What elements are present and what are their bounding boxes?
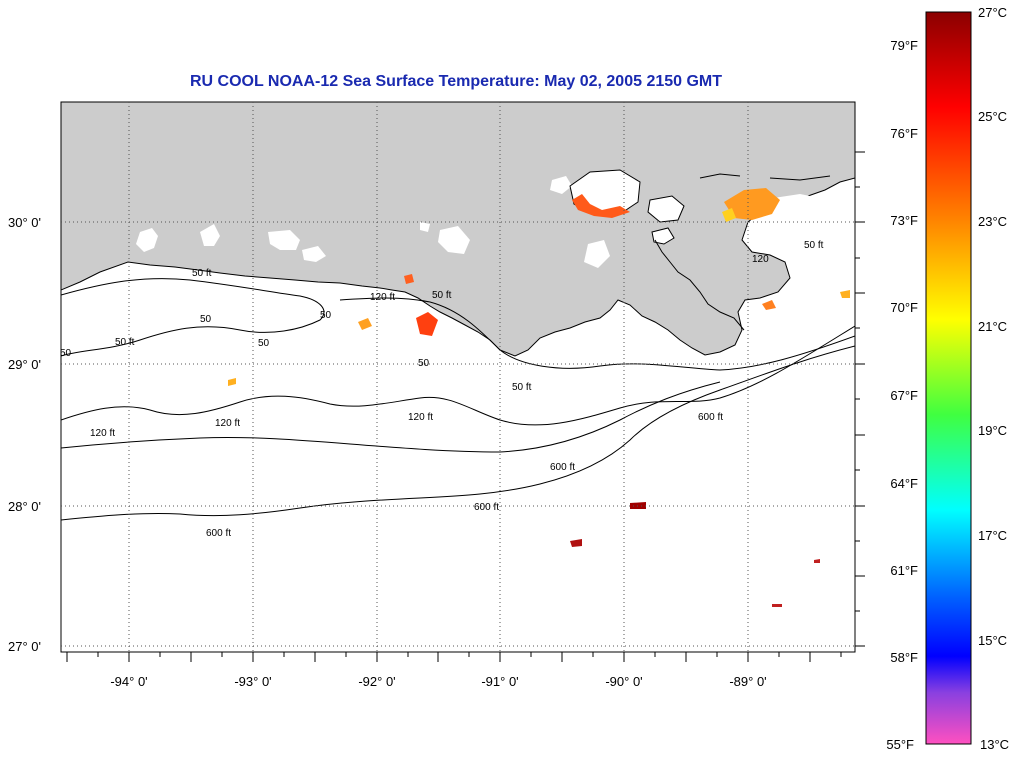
grid-lines bbox=[61, 102, 855, 652]
sst-patch-deep-4 bbox=[772, 604, 782, 607]
contour-50ft-b bbox=[339, 297, 855, 371]
f-label-61: 61°F bbox=[890, 563, 918, 578]
contour-label-50-1: 50 bbox=[200, 314, 212, 325]
f-label-79: 79°F bbox=[890, 38, 918, 53]
contour-label-600ft-1: 600 ft bbox=[550, 462, 575, 473]
sst-patch-east-2 bbox=[722, 208, 736, 222]
sst-patch-deep-2 bbox=[570, 539, 582, 547]
lat-label-30: 30° 0' bbox=[8, 215, 41, 230]
contour-label-50ft-2: 50 ft bbox=[115, 337, 135, 348]
contour-50ft bbox=[61, 278, 325, 357]
lake-borgne bbox=[647, 195, 685, 223]
c-label-21: 21°C bbox=[978, 319, 1007, 334]
contour-label-600ft-4: 600 ft bbox=[698, 412, 723, 423]
lake-small-1 bbox=[200, 224, 220, 246]
lake-grand bbox=[268, 230, 300, 250]
lat-label-29: 29° 0' bbox=[8, 357, 41, 372]
f-label-64: 64°F bbox=[890, 476, 918, 491]
colorbar-fahrenheit-labels: 79°F 76°F 73°F 70°F 67°F 64°F 61°F 58°F … bbox=[886, 38, 918, 752]
sst-patch-small-2 bbox=[228, 378, 236, 386]
c-label-15: 15°C bbox=[978, 633, 1007, 648]
sst-patch-coast bbox=[416, 312, 438, 336]
colorbar-scale bbox=[925, 11, 972, 745]
c-label-17: 17°C bbox=[978, 528, 1007, 543]
sst-patch-pontchartrain bbox=[572, 194, 630, 218]
contour-label-50-5: 50 bbox=[60, 348, 72, 359]
contour-label-120ft-1: 120 ft bbox=[370, 292, 395, 303]
lat-label-27: 27° 0' bbox=[8, 639, 41, 654]
f-label-67: 67°F bbox=[890, 388, 918, 403]
bottom-tick-marks bbox=[66, 652, 842, 662]
sst-patch-deep-3 bbox=[814, 559, 820, 563]
lon-label-93: -93° 0' bbox=[234, 674, 271, 689]
colorbar-celsius-labels: 27°C 25°C 23°C 21°C 19°C 17°C 15°C 13°C bbox=[978, 5, 1009, 752]
f-label-58: 58°F bbox=[890, 650, 918, 665]
lake-calcasieu bbox=[136, 228, 158, 252]
contour-label-600ft-2: 600 ft bbox=[474, 502, 499, 513]
contour-label-50ft-4: 50 ft bbox=[512, 382, 532, 393]
c-label-25: 25°C bbox=[978, 109, 1007, 124]
contour-label-50ft-5: 50 ft bbox=[804, 240, 824, 251]
lon-label-90: -90° 0' bbox=[605, 674, 642, 689]
map-title: RU COOL NOAA-12 Sea Surface Temperature:… bbox=[190, 73, 722, 90]
barrier-islands bbox=[699, 173, 831, 181]
f-label-76: 76°F bbox=[890, 126, 918, 141]
lake-breton bbox=[651, 227, 675, 245]
contour-label-50-4: 50 bbox=[418, 358, 430, 369]
lake-small-2 bbox=[420, 222, 430, 232]
sst-patch-edge bbox=[840, 290, 850, 298]
contour-label-50ft-3: 50 ft bbox=[432, 290, 452, 301]
c-label-27: 27°C bbox=[978, 5, 1007, 20]
sst-patch-small-1 bbox=[404, 274, 414, 284]
delta-coastline bbox=[654, 239, 745, 331]
contour-label-600ft-3: 600 ft bbox=[206, 528, 231, 539]
f-label-55: 55°F bbox=[886, 737, 914, 752]
sound-area bbox=[760, 194, 840, 236]
lake-small-3 bbox=[584, 240, 610, 268]
contour-120ft bbox=[61, 325, 855, 426]
lake-atchafalaya bbox=[438, 226, 470, 254]
c-label-13: 13°C bbox=[980, 737, 1009, 752]
f-label-73: 73°F bbox=[890, 213, 918, 228]
latitude-labels: 30° 0' 29° 0' 28° 0' 27° 0' bbox=[8, 215, 41, 654]
contour-label-50-2: 50 bbox=[258, 338, 270, 349]
contour-label-120ft-3: 120 ft bbox=[215, 418, 240, 429]
lake-white bbox=[302, 246, 326, 262]
map-panel: 50 ft 50 ft 120 ft 50 ft 120 ft 120 ft 1… bbox=[60, 101, 865, 662]
lon-label-89: -89° 0' bbox=[729, 674, 766, 689]
sst-patch-small-3 bbox=[762, 300, 776, 310]
contour-label-120ft-4: 120 ft bbox=[408, 412, 433, 423]
c-label-19: 19°C bbox=[978, 423, 1007, 438]
sst-patch-deep-1 bbox=[630, 502, 646, 509]
contour-600ft bbox=[61, 345, 855, 521]
contour-label-50ft-1: 50 ft bbox=[192, 268, 212, 279]
contour-label-120-1: 120 bbox=[752, 254, 769, 265]
sst-patch-east bbox=[724, 188, 780, 220]
longitude-labels: -94° 0' -93° 0' -92° 0' -91° 0' -90° 0' … bbox=[110, 674, 766, 689]
right-tick-marks bbox=[855, 151, 865, 647]
contour-label-50-3: 50 bbox=[320, 310, 332, 321]
lon-label-92: -92° 0' bbox=[358, 674, 395, 689]
lat-label-28: 28° 0' bbox=[8, 499, 41, 514]
c-label-23: 23°C bbox=[978, 214, 1007, 229]
lon-label-91: -91° 0' bbox=[481, 674, 518, 689]
sst-patch-coast-2 bbox=[358, 318, 372, 330]
lake-maurepas bbox=[550, 176, 572, 194]
contour-600ft-b bbox=[61, 381, 721, 453]
colorbar: 79°F 76°F 73°F 70°F 67°F 64°F 61°F 58°F … bbox=[886, 5, 1009, 752]
contour-label-120ft-2: 120 ft bbox=[90, 428, 115, 439]
f-label-70: 70°F bbox=[890, 300, 918, 315]
lon-label-94: -94° 0' bbox=[110, 674, 147, 689]
